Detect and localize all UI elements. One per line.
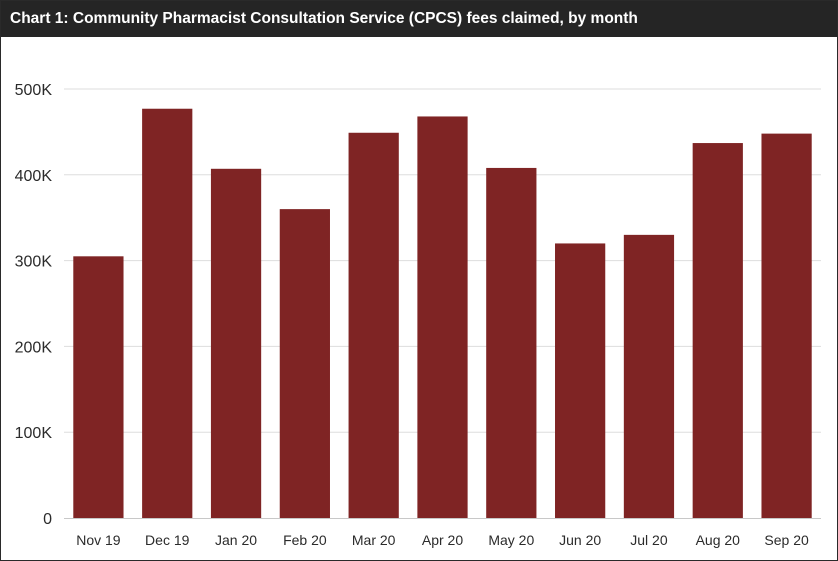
x-tick-label: Jun 20 <box>559 532 601 548</box>
y-tick-label: 100K <box>15 425 53 442</box>
bar <box>623 234 675 519</box>
bar <box>210 168 262 518</box>
y-tick-label: 400K <box>15 168 53 185</box>
x-tick-label: Dec 19 <box>145 532 190 548</box>
y-axis-ticks: 0 100K 200K 300K 400K 500K <box>15 82 53 528</box>
y-tick-label: 500K <box>15 82 53 99</box>
x-tick-label: Aug 20 <box>696 532 741 548</box>
x-tick-label: Apr 20 <box>422 532 463 548</box>
bar <box>555 243 606 518</box>
y-tick-label: 300K <box>15 254 53 271</box>
x-tick-label: Sep 20 <box>764 532 809 548</box>
chart-title: Chart 1: Community Pharmacist Consultati… <box>1 1 837 37</box>
bar <box>73 256 124 518</box>
x-tick-label: May 20 <box>488 532 534 548</box>
bar <box>486 167 537 518</box>
bars <box>73 108 812 519</box>
x-tick-label: Feb 20 <box>283 532 327 548</box>
bar <box>692 143 743 518</box>
x-tick-label: Nov 19 <box>76 532 121 548</box>
y-tick-label: 0 <box>43 511 52 528</box>
bar <box>279 209 330 518</box>
bar <box>761 133 812 518</box>
x-tick-label: Jan 20 <box>215 532 257 548</box>
bar <box>348 132 399 518</box>
x-tick-label: Mar 20 <box>352 532 396 548</box>
bar <box>417 116 468 519</box>
x-axis-ticks: Nov 19 Dec 19 Jan 20 Feb 20 Mar 20 Apr 20 May … <box>76 532 809 548</box>
bar <box>142 108 193 518</box>
y-tick-label: 200K <box>15 339 53 356</box>
x-tick-label: Jul 20 <box>630 532 668 548</box>
